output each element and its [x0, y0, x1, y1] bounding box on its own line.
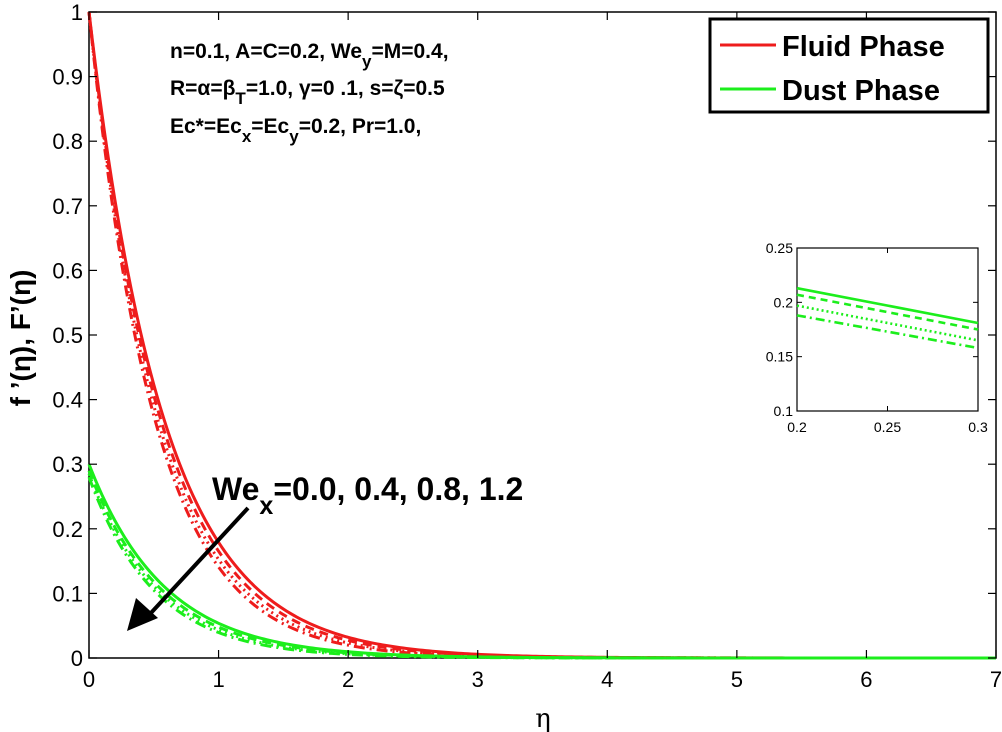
y-tick-label: 0.7: [52, 194, 83, 219]
y-tick-label: 0.4: [52, 388, 83, 413]
x-tick-label: 1: [212, 667, 224, 692]
parameter-text: n=0.1, A=C=0.2, Wey=M=0.4, R=α=βT=1.0, γ…: [170, 40, 449, 146]
inset-chart: 0.2 0.25 0.3 0.1 0.15 0.2 0.25: [766, 240, 988, 435]
inset-y-tick-label: 0.25: [766, 240, 793, 256]
legend-box: [708, 17, 990, 114]
inset-plot-area: [796, 247, 979, 412]
x-tick-label: 5: [731, 667, 743, 692]
x-axis-label: η: [535, 704, 551, 732]
inset-dust-curve-wex-0-4: [796, 293, 979, 331]
dust-curve-wex-1-2: [87, 476, 996, 660]
inset-y-tick-label: 0.2: [774, 294, 794, 310]
y-tick-label: 0.5: [52, 323, 83, 348]
y-axis-label: f ’(η), F’(η): [5, 270, 36, 407]
legend: Fluid Phase Dust Phase: [708, 17, 990, 114]
y-tick-label: 0.8: [52, 129, 83, 154]
annotation-arrowhead: [127, 598, 158, 631]
legend-label-fluid: Fluid Phase: [782, 31, 945, 63]
y-tick-label: 1: [71, 0, 83, 25]
inset-dust-curve-wex-0-0: [796, 286, 979, 325]
y-tick-label: 0.2: [52, 517, 83, 542]
inset-x-tick-label: 0.25: [874, 419, 901, 435]
y-tick-label: 0.6: [52, 258, 83, 283]
inset-dust-curve-wex-0-8: [796, 304, 979, 342]
x-tick-label: 7: [990, 667, 1002, 692]
y-axis-ticks: 00.10.20.30.40.50.60.70.80.91: [52, 0, 996, 671]
inset-y-tick-label: 0.15: [766, 349, 793, 365]
inset-y-tick-label: 0.1: [774, 403, 794, 419]
x-tick-label: 3: [472, 667, 484, 692]
x-tick-label: 2: [342, 667, 354, 692]
inset-x-tick-label: 0.2: [787, 419, 807, 435]
inset-dust-curve-wex-1-2: [796, 314, 979, 350]
inset-ticks: 0.2 0.25 0.3 0.1 0.15 0.2 0.25: [766, 240, 988, 435]
y-tick-label: 0.1: [52, 581, 83, 606]
y-tick-label: 0.9: [52, 65, 83, 90]
inset-curves: [796, 286, 979, 350]
legend-label-dust: Dust Phase: [782, 75, 940, 107]
fluid-curve-wex-0-8: [87, 11, 996, 660]
x-axis-ticks: 0 1 2 3 4 5 6 7: [83, 12, 1002, 692]
y-tick-label: 0: [71, 646, 83, 671]
inset-x-tick-label: 0.3: [968, 419, 988, 435]
main-curves: [87, 11, 996, 660]
x-tick-label: 0: [83, 667, 95, 692]
y-tick-label: 0.3: [52, 452, 83, 477]
x-tick-label: 4: [601, 667, 613, 692]
x-tick-label: 6: [860, 667, 872, 692]
annotation-arrow: [148, 506, 250, 616]
dust-curve-wex-0-4: [87, 470, 996, 660]
